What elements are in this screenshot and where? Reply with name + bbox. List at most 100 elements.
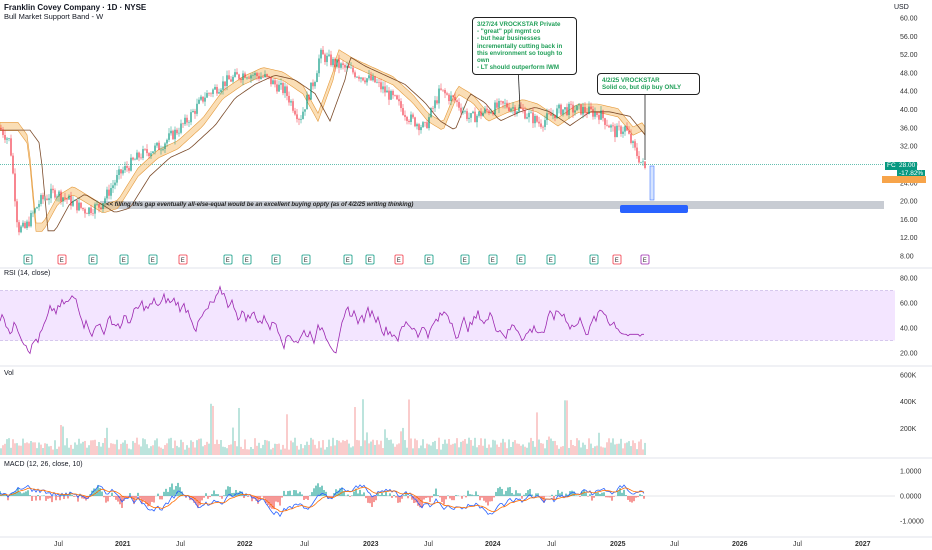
macd-hist-bar [147, 496, 149, 507]
candle-body [154, 145, 156, 152]
volume-bar [600, 446, 602, 455]
volume-axis-tick: 600K [900, 373, 917, 380]
macd-hist-bar [191, 496, 193, 501]
volume-bar [616, 443, 618, 455]
macd-hist-bar [135, 496, 137, 499]
macd-hist-bar [55, 496, 57, 501]
volume-bar [82, 441, 84, 455]
candle-body [480, 111, 482, 117]
volume-bar [632, 440, 634, 455]
volume-bar [120, 443, 122, 455]
candle-body [598, 115, 600, 120]
volume-bar [528, 442, 530, 455]
gap-annotation[interactable]: << filling this gap eventually all-else-… [106, 202, 414, 208]
candle-body [508, 107, 510, 111]
candle-body [596, 112, 598, 116]
volume-bar [96, 446, 98, 455]
volume-bar [72, 448, 74, 455]
volume-bar [640, 439, 642, 455]
price-axis-tick: 32.00 [900, 144, 918, 151]
annotation-note-2024[interactable]: 3/27/24 VROCKSTAR Private - "great" ppl … [472, 17, 577, 76]
macd-hist-bar [287, 491, 289, 496]
volume-bar [460, 441, 462, 455]
candle-body [118, 169, 120, 176]
volume-bar [234, 441, 236, 455]
candle-body [568, 103, 570, 115]
candle-body [442, 89, 444, 91]
macd-hist-bar [245, 494, 247, 496]
macd-hist-bar [65, 493, 67, 496]
volume-bar [100, 446, 102, 455]
candle-body [62, 197, 64, 202]
candle-body [366, 78, 368, 83]
volume-bar [206, 441, 208, 455]
candle-body [28, 221, 30, 227]
earnings-marker-label: E [304, 258, 308, 264]
target-label[interactable] [620, 205, 688, 213]
macd-hist-bar [643, 496, 645, 499]
time-axis-tick: Jul [793, 541, 802, 548]
volume-bar [274, 443, 276, 455]
macd-hist-bar [239, 490, 241, 496]
volume-bar [196, 440, 198, 455]
volume-bar [300, 444, 302, 455]
volume-bar [434, 440, 436, 455]
volume-bar [164, 445, 166, 455]
macd-hist-bar [599, 493, 601, 496]
candle-body [208, 93, 210, 94]
macd-hist-bar [93, 488, 95, 496]
candle-body [206, 93, 208, 98]
macd-hist-bar [373, 496, 375, 503]
volume-bar [54, 440, 56, 455]
candle-body [158, 142, 160, 150]
macd-hist-bar [425, 496, 427, 498]
candles-group [0, 46, 646, 236]
macd-hist-bar [235, 489, 237, 496]
macd-hist-bar [567, 494, 569, 496]
candle-body [444, 90, 446, 94]
volume-bar [366, 432, 368, 455]
candle-body [610, 125, 612, 128]
volume-label: Vol [4, 370, 14, 377]
macd-hist-bar [383, 495, 385, 496]
macd-hist-bar [341, 487, 343, 496]
volume-bar [276, 444, 278, 455]
macd-hist-bar [165, 488, 167, 496]
macd-hist-bar [323, 490, 325, 496]
volume-bar [144, 439, 146, 455]
earnings-marker-label: E [60, 258, 64, 264]
candle-body [520, 107, 522, 109]
macd-hist-bar [537, 493, 539, 496]
earnings-marker-label: E [397, 258, 401, 264]
macd-hist-bar [15, 491, 17, 496]
candle-body [72, 200, 74, 206]
macd-hist-bar [487, 496, 489, 506]
candle-body [330, 54, 332, 66]
earnings-marker-box [546, 254, 556, 265]
volume-bar [516, 443, 518, 455]
earnings-marker: E [546, 254, 556, 265]
candle-body [104, 198, 106, 204]
indicator-label: Bull Market Support Band - W [4, 12, 104, 21]
annotation-note-2025[interactable]: 4/2/25 VROCKSTAR Solid co, but dip buy O… [597, 73, 700, 96]
volume-bar [122, 442, 124, 455]
volume-bar [112, 443, 114, 455]
macd-hist-bar [195, 496, 197, 505]
macd-hist-bar [215, 494, 217, 496]
candle-body [490, 112, 492, 114]
time-axis-tick: 2021 [115, 541, 131, 548]
candle-body [258, 76, 260, 80]
macd-hist-bar [7, 496, 9, 501]
macd-hist-bar [453, 496, 455, 501]
candle-body [474, 111, 476, 123]
candle-body [244, 73, 246, 78]
volume-bar [148, 448, 150, 455]
macd-hist-bar [305, 496, 307, 499]
earnings-marker-label: E [643, 258, 647, 264]
volume-bar [534, 446, 536, 455]
macd-hist-bar [229, 486, 231, 496]
macd-hist-bar [247, 496, 249, 497]
candle-body [510, 108, 512, 111]
macd-hist-bar [157, 493, 159, 496]
